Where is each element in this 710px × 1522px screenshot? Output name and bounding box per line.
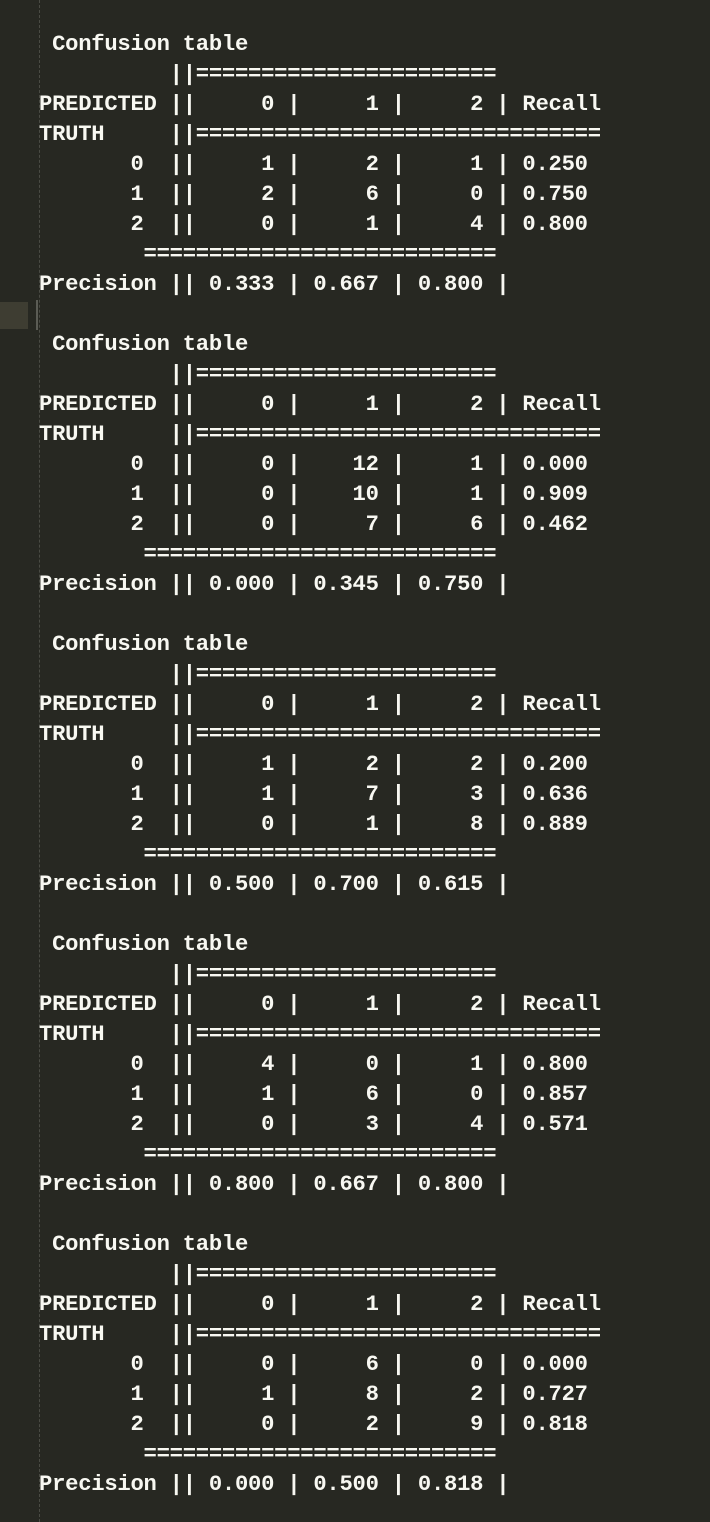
table-row: 2 || 0 | 1 | 4 | 0.800 <box>39 212 588 237</box>
confusion-table-5: Confusion table ||======================… <box>0 1230 710 1522</box>
footer-rule: =========================== <box>39 842 497 867</box>
table-row: 1 || 0 | 10 | 1 | 0.909 <box>39 482 588 507</box>
header-row: PREDICTED || 0 | 1 | 2 | Recall <box>39 992 601 1017</box>
footer-rule: =========================== <box>39 1442 497 1467</box>
table-row: 0 || 0 | 12 | 1 | 0.000 <box>39 452 588 477</box>
header-row: PREDICTED || 0 | 1 | 2 | Recall <box>39 92 601 117</box>
table-title: Confusion table <box>39 632 249 657</box>
header-row: PREDICTED || 0 | 1 | 2 | Recall <box>39 392 601 417</box>
footer-rule: =========================== <box>39 542 497 567</box>
header-rule: ||======================= <box>39 1262 497 1287</box>
table-title: Confusion table <box>39 1232 249 1257</box>
truth-rule: TRUTH ||=============================== <box>39 722 601 747</box>
header-rule: ||======================= <box>39 362 497 387</box>
table-row: 2 || 0 | 7 | 6 | 0.462 <box>39 512 588 537</box>
table-row: 1 || 1 | 8 | 2 | 0.727 <box>39 1382 588 1407</box>
precision-row: Precision || 0.333 | 0.667 | 0.800 | <box>39 272 510 297</box>
confusion-table-2: Confusion table ||======================… <box>0 330 710 630</box>
precision-row: Precision || 0.000 | 0.500 | 0.818 | <box>39 1472 510 1497</box>
header-rule: ||======================= <box>39 662 497 687</box>
table-title: Confusion table <box>39 932 249 957</box>
header-row: PREDICTED || 0 | 1 | 2 | Recall <box>39 1292 601 1317</box>
truth-rule: TRUTH ||=============================== <box>39 1022 601 1047</box>
table-title: Confusion table <box>39 332 249 357</box>
confusion-table-3: Confusion table ||======================… <box>0 630 710 930</box>
precision-row: Precision || 0.000 | 0.345 | 0.750 | <box>39 572 510 597</box>
confusion-table-4: Confusion table ||======================… <box>0 930 710 1230</box>
precision-row: Precision || 0.500 | 0.700 | 0.615 | <box>39 872 510 897</box>
header-rule: ||======================= <box>39 962 497 987</box>
footer-rule: =========================== <box>39 242 497 267</box>
indent-guide <box>39 0 40 1522</box>
table-row: 0 || 1 | 2 | 1 | 0.250 <box>39 152 588 177</box>
footer-rule: =========================== <box>39 1142 497 1167</box>
confusion-table-1: Confusion table ||======================… <box>0 30 710 330</box>
precision-row: Precision || 0.800 | 0.667 | 0.800 | <box>39 1172 510 1197</box>
table-row: 2 || 0 | 2 | 9 | 0.818 <box>39 1412 588 1437</box>
table-row: 0 || 0 | 6 | 0 | 0.000 <box>39 1352 588 1377</box>
table-row: 0 || 1 | 2 | 2 | 0.200 <box>39 752 588 777</box>
header-rule: ||======================= <box>39 62 497 87</box>
table-row: 1 || 1 | 6 | 0 | 0.857 <box>39 1082 588 1107</box>
truth-rule: TRUTH ||=============================== <box>39 422 601 447</box>
current-line-gutter-marker <box>0 302 28 329</box>
table-row: 2 || 0 | 3 | 4 | 0.571 <box>39 1112 588 1137</box>
table-row: 1 || 1 | 7 | 3 | 0.636 <box>39 782 588 807</box>
truth-rule: TRUTH ||=============================== <box>39 1322 601 1347</box>
text-cursor <box>36 300 38 330</box>
table-row: 1 || 2 | 6 | 0 | 0.750 <box>39 182 588 207</box>
table-title: Confusion table <box>39 32 249 57</box>
header-row: PREDICTED || 0 | 1 | 2 | Recall <box>39 692 601 717</box>
table-row: 2 || 0 | 1 | 8 | 0.889 <box>39 812 588 837</box>
truth-rule: TRUTH ||=============================== <box>39 122 601 147</box>
table-row: 0 || 4 | 0 | 1 | 0.800 <box>39 1052 588 1077</box>
